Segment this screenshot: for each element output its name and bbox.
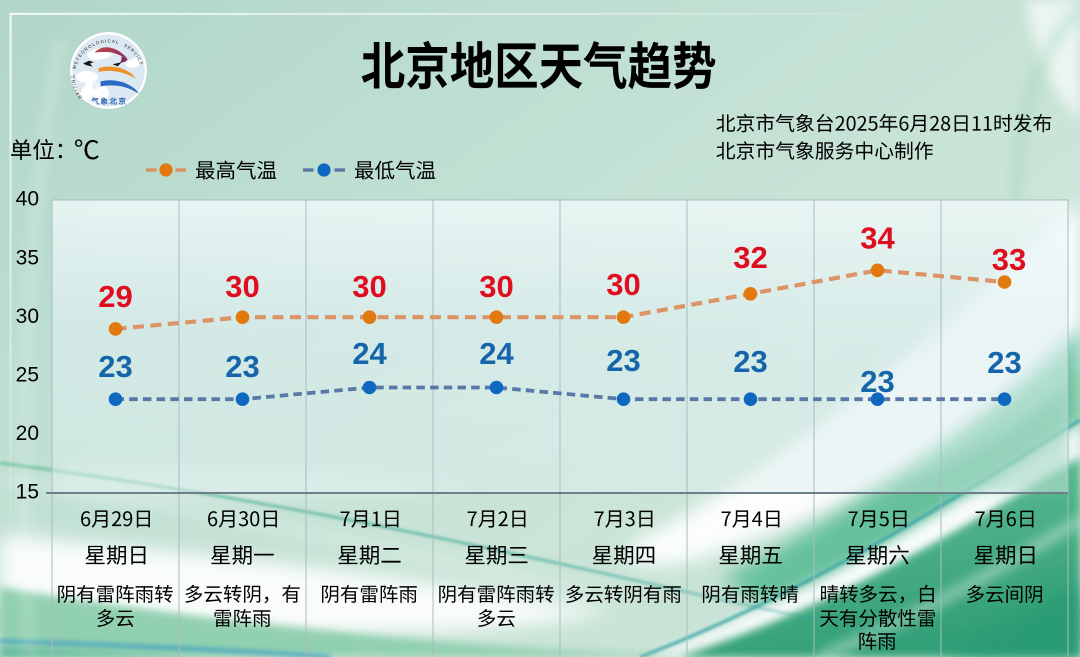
svg-text:23: 23 — [860, 364, 894, 399]
svg-text:34: 34 — [860, 221, 895, 256]
svg-text:23: 23 — [606, 343, 640, 378]
svg-text:35: 35 — [16, 246, 39, 269]
svg-text:29: 29 — [98, 279, 132, 314]
svg-text:32: 32 — [733, 240, 767, 275]
svg-text:15: 15 — [16, 481, 39, 504]
svg-text:40: 40 — [16, 188, 39, 211]
svg-text:23: 23 — [98, 349, 132, 384]
svg-text:33: 33 — [992, 242, 1026, 277]
svg-text:24: 24 — [479, 336, 514, 371]
svg-text:30: 30 — [16, 305, 39, 328]
svg-text:30: 30 — [606, 267, 640, 302]
svg-text:30: 30 — [225, 269, 259, 304]
svg-text:23: 23 — [225, 349, 259, 384]
svg-text:24: 24 — [352, 336, 387, 371]
svg-text:25: 25 — [16, 364, 39, 387]
svg-text:20: 20 — [16, 422, 39, 445]
svg-text:23: 23 — [987, 345, 1021, 380]
svg-text:30: 30 — [479, 269, 513, 304]
svg-text:30: 30 — [352, 269, 386, 304]
svg-text:23: 23 — [733, 344, 767, 379]
